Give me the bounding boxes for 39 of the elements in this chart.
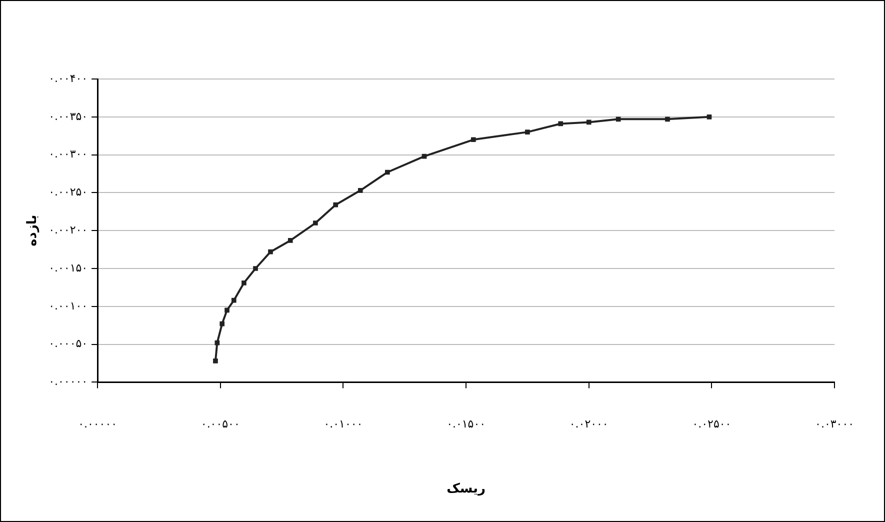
x-tick-label: ۰.۰۲۰۰۰ (569, 418, 608, 431)
point (214, 340, 220, 346)
y-tick-label: ۰.۰۰۱۵۰ (48, 261, 88, 274)
y-tick-label: ۰.۰۰۲۵۰ (48, 186, 88, 199)
y-tick-label: ۰.۰۰۴۰۰ (48, 72, 88, 85)
point (268, 249, 273, 254)
point (616, 116, 621, 122)
y-tick-label: ۰.۰۰۱۰۰ (48, 299, 88, 312)
point (313, 220, 318, 226)
point (358, 188, 363, 193)
point (242, 280, 246, 286)
point (706, 114, 712, 120)
x-tick-label: ۰.۰۱۰۰۰ (324, 418, 363, 431)
point (288, 238, 293, 243)
point (665, 116, 670, 122)
point (586, 120, 592, 125)
point (385, 170, 390, 175)
x-tick-label: ۰.۰۰۰۰۰ (78, 418, 118, 431)
point (470, 137, 476, 142)
point (253, 266, 258, 271)
point (525, 130, 530, 134)
y-tick-label: ۰.۰۰۰۰۰ (48, 375, 88, 388)
point (224, 308, 230, 313)
point (220, 321, 225, 326)
y-tick-label: ۰.۰۰۲۰۰ (48, 223, 88, 236)
x-tick-label: ۰.۰۰۵۰۰ (200, 418, 240, 431)
x-axis-title: ریسک (446, 482, 486, 497)
x-tick-label: ۰.۰۳۰۰۰ (815, 418, 854, 431)
x-tick-label: ۰.۰۱۵۰۰ (446, 418, 486, 431)
y-axis-title: بازده (25, 214, 40, 246)
point (333, 202, 338, 208)
x-tick-label: ۰.۰۲۵۰۰ (692, 418, 732, 431)
point (558, 121, 564, 126)
y-tick-label: ۰.۰۰۰۵۰ (48, 337, 88, 350)
point (422, 154, 427, 159)
point (213, 358, 218, 364)
point (231, 298, 236, 303)
y-tick-label: ۰.۰۰۳۰۰ (48, 148, 88, 161)
y-tick-label: ۰.۰۰۳۵۰ (48, 110, 88, 123)
